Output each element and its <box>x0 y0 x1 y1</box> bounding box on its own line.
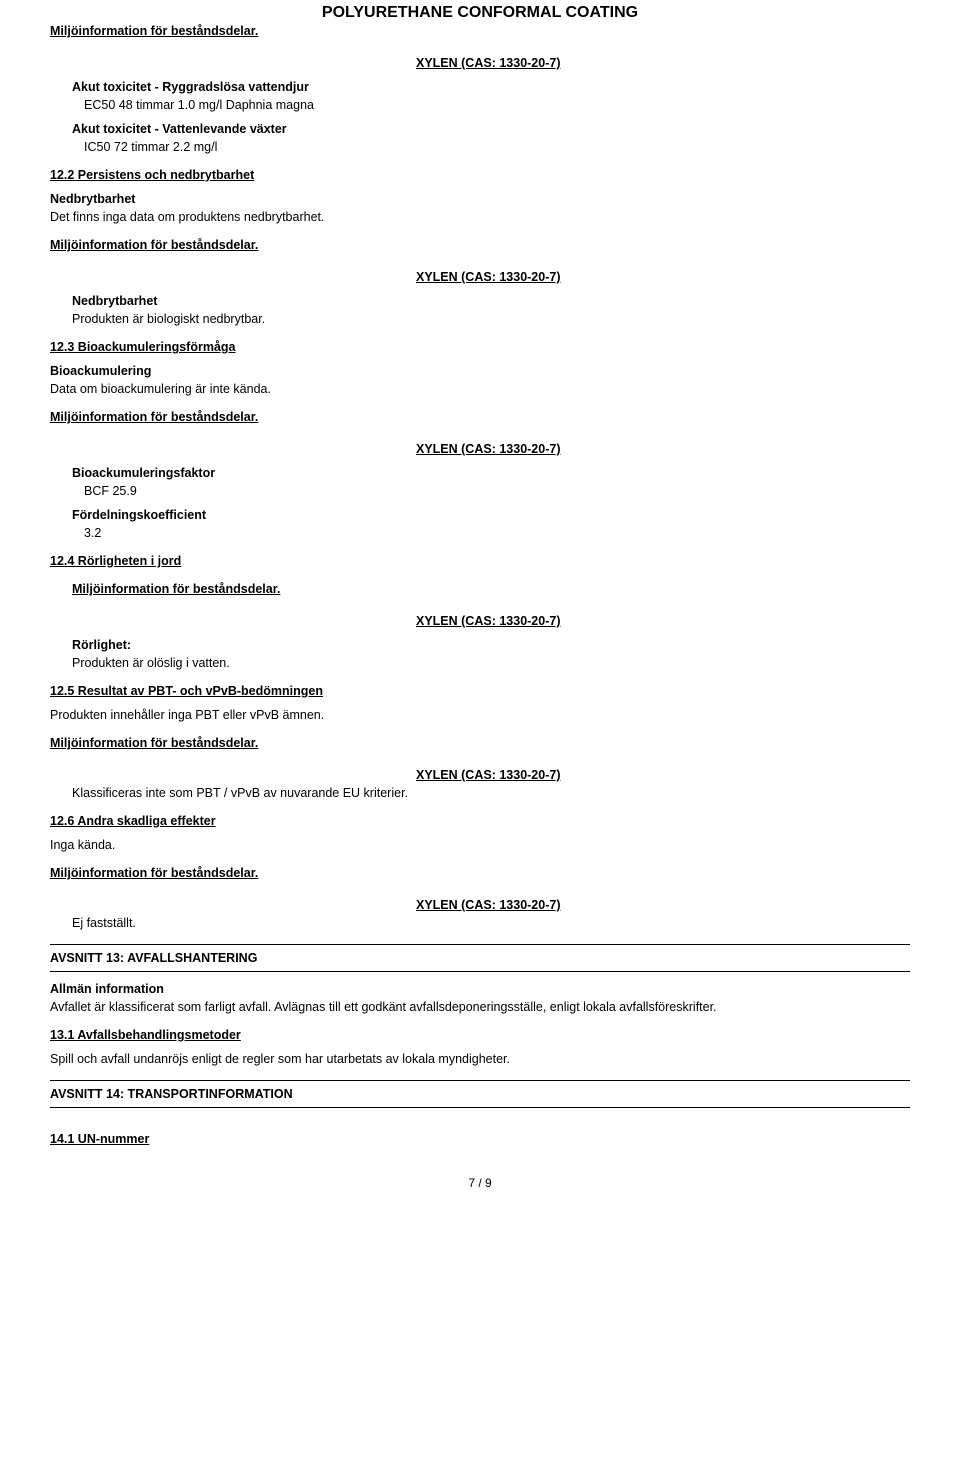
acute-invert-label: Akut toxicitet - Ryggradslösa vattendjur <box>72 80 910 94</box>
acute-invert-val: EC50 48 timmar 1.0 mg/l Daphnia magna <box>84 98 910 112</box>
sec13-methods-text: Spill och avfall undanröjs enligt de reg… <box>50 1052 910 1066</box>
env-info-heading: Miljöinformation för beståndsdelar. <box>50 238 910 252</box>
sec12-4-heading: 12.4 Rörligheten i jord <box>50 554 910 568</box>
coeff-val: 3.2 <box>84 526 910 540</box>
bioaccum-label: Bioackumulering <box>50 364 910 378</box>
bcf-label: Bioackumuleringsfaktor <box>72 466 910 480</box>
mobility-val: Produkten är olöslig i vatten. <box>72 656 910 670</box>
page-content: POLYURETHANE CONFORMAL COATING Miljöinfo… <box>0 4 960 1230</box>
sec13-gen-text: Avfallet är klassificerat som farligt av… <box>50 1000 910 1014</box>
sec12-1-block: Akut toxicitet - Ryggradslösa vattendjur… <box>72 80 910 154</box>
acute-plants-label: Akut toxicitet - Vattenlevande växter <box>72 122 910 136</box>
env-info-heading: Miljöinformation för beståndsdelar. <box>50 24 910 38</box>
xylen-label: XYLEN (CAS: 1330-20-7) <box>416 270 561 284</box>
sec12-3-sub-block: Bioackumuleringsfaktor BCF 25.9 Fördelni… <box>72 466 910 540</box>
xylen-label: XYLEN (CAS: 1330-20-7) <box>416 56 561 70</box>
page-number: 7 / 9 <box>50 1176 910 1190</box>
xylen-label: XYLEN (CAS: 1330-20-7) <box>416 442 561 456</box>
env-info-heading: Miljöinformation för beståndsdelar. <box>50 866 910 880</box>
env-info-heading: Miljöinformation för beståndsdelar. <box>50 736 910 750</box>
degradability-sub-label: Nedbrytbarhet <box>72 294 910 308</box>
bcf-val: BCF 25.9 <box>84 484 910 498</box>
env-info-heading: Miljöinformation för beståndsdelar. <box>72 582 910 596</box>
sec12-4-sub-block: Rörlighet: Produkten är olöslig i vatten… <box>72 638 910 670</box>
degradability-label: Nedbrytbarhet <box>50 192 910 206</box>
mobility-label: Rörlighet: <box>72 638 910 652</box>
xylen-row: XYLEN (CAS: 1330-20-7) <box>50 56 910 70</box>
sec12-6-text: Inga kända. <box>50 838 910 852</box>
document-title: POLYURETHANE CONFORMAL COATING <box>50 4 910 22</box>
coeff-label: Fördelningskoefficient <box>72 508 910 522</box>
xylen-label: XYLEN (CAS: 1330-20-7) <box>416 898 561 912</box>
bioaccum-text: Data om bioackumulering är inte kända. <box>50 382 910 396</box>
sec12-5-text: Produkten innehåller inga PBT eller vPvB… <box>50 708 910 722</box>
sec12-6-not-determined: Ej fastställt. <box>72 916 910 930</box>
sec12-6-heading: 12.6 Andra skadliga effekter <box>50 814 910 828</box>
xylen-row: XYLEN (CAS: 1330-20-7) <box>50 898 910 912</box>
sec12-2-heading: 12.2 Persistens och nedbrytbarhet <box>50 168 910 182</box>
xylen-row: XYLEN (CAS: 1330-20-7) <box>50 614 910 628</box>
degradability-sub-val: Produkten är biologiskt nedbrytbar. <box>72 312 910 326</box>
acute-plants-val: IC50 72 timmar 2.2 mg/l <box>84 140 910 154</box>
xylen-row: XYLEN (CAS: 1330-20-7) <box>50 270 910 284</box>
sec13-gen-label: Allmän information <box>50 982 910 996</box>
sec13-methods-heading: 13.1 Avfallsbehandlingsmetoder <box>50 1028 910 1042</box>
section-13-bar: AVSNITT 13: AVFALLSHANTERING <box>50 944 910 972</box>
section-14-bar: AVSNITT 14: TRANSPORTINFORMATION <box>50 1080 910 1108</box>
sec12-5-class-text: Klassificeras inte som PBT / vPvB av nuv… <box>72 786 910 800</box>
xylen-row: XYLEN (CAS: 1330-20-7) <box>50 768 910 782</box>
xylen-row: XYLEN (CAS: 1330-20-7) <box>50 442 910 456</box>
degradability-text: Det finns inga data om produktens nedbry… <box>50 210 910 224</box>
xylen-label: XYLEN (CAS: 1330-20-7) <box>416 768 561 782</box>
sec14-un-heading: 14.1 UN-nummer <box>50 1132 910 1146</box>
xylen-label: XYLEN (CAS: 1330-20-7) <box>416 614 561 628</box>
sec12-3-heading: 12.3 Bioackumuleringsförmåga <box>50 340 910 354</box>
sec12-5-heading: 12.5 Resultat av PBT- och vPvB-bedömning… <box>50 684 910 698</box>
env-info-heading: Miljöinformation för beståndsdelar. <box>50 410 910 424</box>
sec12-2-sub-block: Nedbrytbarhet Produkten är biologiskt ne… <box>72 294 910 326</box>
